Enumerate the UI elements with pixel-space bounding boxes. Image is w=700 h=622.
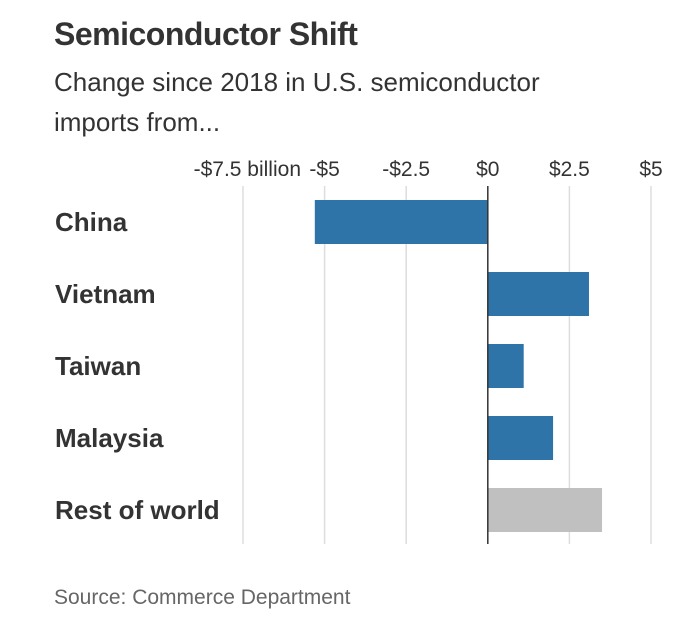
gridlines [242,186,652,544]
tick-label: $5 [639,158,662,181]
tick-label: -$7.5 billion [194,158,301,181]
category-labels: China Vietnam Taiwan Malaysia Rest of world [55,207,220,525]
chart-subtitle: Change since 2018 in U.S. semiconductor … [54,67,540,137]
tick-label: -$2.5 [382,158,430,181]
source-note: Source: Commerce Department [54,586,351,609]
category-label: Rest of world [55,495,220,525]
category-label: Malaysia [55,423,164,453]
bar [487,272,589,316]
bars [314,200,603,532]
category-label: Vietnam [55,279,156,309]
tick-label: $0 [476,158,499,181]
tick-label: $2.5 [549,158,590,181]
chart-title: Semiconductor Shift [54,16,358,52]
bar [487,416,554,460]
category-label: China [55,207,128,237]
bar [314,200,488,244]
tick-label: -$5 [309,158,339,181]
category-label: Taiwan [55,351,141,381]
tick-labels: -$7.5 billion -$5 -$2.5 $0 $2.5 $5 [194,158,663,181]
bar [487,488,603,532]
bar [487,344,524,388]
